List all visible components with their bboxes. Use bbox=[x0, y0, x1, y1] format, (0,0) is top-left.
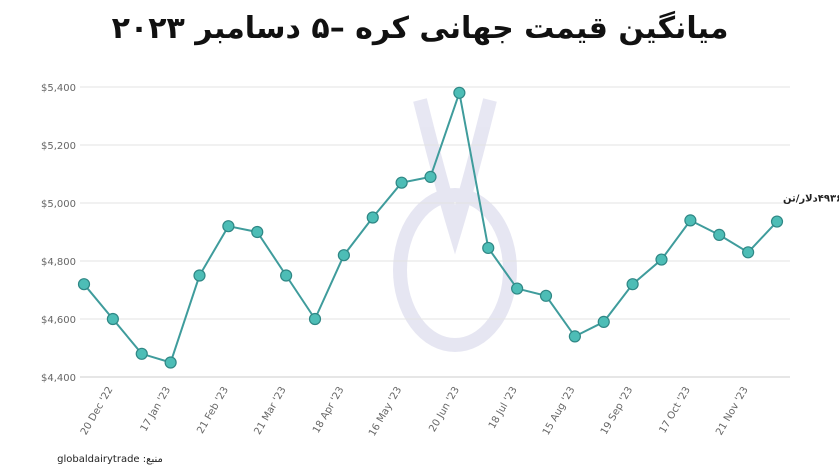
data-point bbox=[366, 211, 379, 224]
data-point bbox=[511, 282, 524, 295]
data-point bbox=[337, 249, 350, 262]
x-tick-label: 18 Apr '23 bbox=[311, 385, 346, 435]
y-tick-label: $4,800 bbox=[41, 257, 76, 268]
y-tick-label: $4,400 bbox=[41, 373, 76, 384]
data-point bbox=[424, 170, 437, 183]
data-point bbox=[453, 86, 466, 99]
data-point bbox=[597, 315, 610, 328]
x-tick-label: 18 Jul '23 bbox=[487, 385, 520, 431]
x-tick-label: 16 May '23 bbox=[367, 385, 404, 438]
x-tick-label: 21 Mar '23 bbox=[252, 385, 288, 437]
x-tick-label: 20 Dec '22 bbox=[79, 385, 115, 437]
data-point bbox=[626, 278, 639, 291]
data-point bbox=[280, 269, 293, 282]
data-point bbox=[135, 347, 148, 360]
data-point bbox=[539, 289, 553, 302]
data-point bbox=[77, 278, 91, 291]
x-tick-label: 19 Sep '23 bbox=[599, 385, 635, 437]
data-point bbox=[308, 312, 322, 326]
data-point bbox=[251, 225, 264, 239]
data-point bbox=[655, 253, 668, 266]
y-tick-label: $5,000 bbox=[41, 199, 76, 210]
data-point bbox=[395, 176, 408, 189]
y-tick-label: $4,600 bbox=[41, 315, 76, 326]
x-tick-label: 21 Nov '23 bbox=[714, 385, 751, 437]
data-point bbox=[164, 356, 177, 369]
x-tick-label: 17 Oct '23 bbox=[658, 385, 693, 435]
x-tick-label: 17 Jan '23 bbox=[139, 385, 174, 434]
x-tick-label: 21 Feb '23 bbox=[195, 385, 231, 436]
chart-title: میانگین قیمت جهانی کره –۵ دسامبر ۲۰۲۳ bbox=[112, 10, 729, 46]
data-point bbox=[193, 269, 206, 282]
data-point bbox=[713, 228, 726, 241]
data-point bbox=[222, 220, 235, 233]
data-point bbox=[684, 214, 697, 227]
annotation: ۴۹۳۶دلار/تن bbox=[783, 194, 839, 205]
data-point bbox=[568, 330, 581, 343]
x-tick-label: 15 Aug '23 bbox=[541, 385, 578, 437]
y-tick-label: $5,200 bbox=[41, 141, 76, 152]
watermark bbox=[393, 98, 517, 352]
data-point bbox=[742, 246, 755, 259]
y-tick-label: $5,400 bbox=[41, 83, 76, 94]
data-point bbox=[770, 215, 784, 228]
data-point bbox=[106, 312, 119, 326]
data-point bbox=[482, 241, 495, 255]
x-tick-label: 20 Jun '23 bbox=[427, 385, 462, 434]
source: منبع: globaldairytrade bbox=[57, 454, 163, 465]
